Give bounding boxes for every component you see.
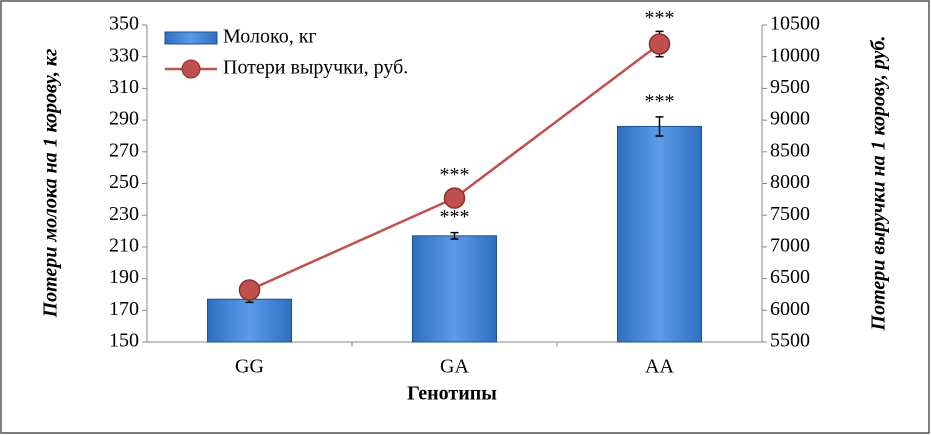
bar: [412, 235, 497, 343]
bar: [617, 125, 702, 343]
x-tick-label: GA: [440, 356, 469, 378]
legend-label: Потери выручки, руб.: [223, 57, 408, 79]
y-tick-label: 150: [109, 330, 139, 352]
y2-tick-label: 10000: [770, 44, 820, 66]
error-bar: [655, 116, 664, 137]
y-tick-label: 170: [109, 298, 139, 320]
y2-tick-label: 9500: [770, 76, 810, 98]
x-tick-label: AA: [645, 356, 674, 378]
y-tick-label: 190: [109, 266, 139, 288]
y-tick-label: 250: [109, 171, 139, 193]
y2-tick-label: 8000: [770, 171, 810, 193]
y-tick-label: 290: [109, 108, 139, 130]
y2-tick-label: 8500: [770, 139, 810, 161]
significance: ***: [645, 91, 675, 113]
significance: ***: [645, 7, 675, 29]
marker: [443, 187, 466, 209]
bar: [207, 298, 292, 343]
significance: ***: [440, 206, 470, 228]
y2-tick-label: 7000: [770, 234, 810, 256]
y2-tick-label: 6500: [770, 266, 810, 288]
y-tick-label: 310: [109, 76, 139, 98]
significance: ***: [440, 164, 470, 186]
legend-swatch: [181, 59, 201, 79]
marker: [238, 279, 261, 301]
y2-axis-title: Потери выручки на 1 корову, руб.: [868, 36, 890, 332]
y-tick-label: 350: [109, 13, 139, 35]
legend-label: Молоко, кг: [223, 26, 317, 48]
y2-tick-label: 6000: [770, 298, 810, 320]
legend-swatch: [164, 31, 218, 45]
marker: [648, 33, 671, 55]
x-tick-label: GG: [235, 356, 264, 378]
y2-tick-label: 9000: [770, 108, 810, 130]
y2-tick-label: 10500: [770, 13, 820, 35]
y-tick-label: 230: [109, 203, 139, 225]
y-tick-label: 270: [109, 139, 139, 161]
x-axis-title: Генотипы: [407, 383, 497, 405]
y2-tick-label: 7500: [770, 203, 810, 225]
y2-tick-label: 5500: [770, 330, 810, 352]
y-tick-label: 330: [109, 44, 139, 66]
error-bar: [450, 231, 459, 240]
y-tick-label: 210: [109, 234, 139, 256]
y-axis-title: Потери молока на 1 корову, кг: [40, 49, 62, 319]
